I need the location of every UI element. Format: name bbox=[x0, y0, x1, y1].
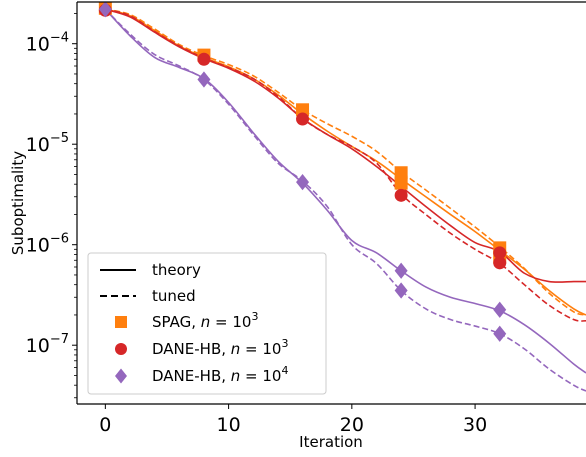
series-layer bbox=[104, 8, 586, 392]
marker-layer bbox=[98, 2, 507, 342]
circle-marker bbox=[296, 112, 310, 126]
y-axis-ticks: 10−7 10−6 10−5 10−4 bbox=[26, 13, 77, 399]
legend-label: DANE-HB, n = 103 bbox=[152, 337, 288, 358]
circle-marker bbox=[197, 52, 211, 66]
y-tick-label: 10−7 bbox=[26, 332, 69, 357]
y-tick-label: 10−6 bbox=[26, 232, 69, 257]
circle-marker bbox=[493, 246, 507, 260]
x-tick-label: 20 bbox=[340, 414, 364, 436]
diamond-marker bbox=[296, 173, 310, 191]
circle-marker bbox=[115, 343, 127, 355]
y-tick-label: 10−5 bbox=[26, 131, 69, 156]
x-tick-label: 10 bbox=[216, 414, 240, 436]
plot-area bbox=[98, 2, 586, 392]
circle-marker bbox=[394, 188, 408, 202]
theory-circle-series-line bbox=[105, 8, 586, 283]
legend-frame bbox=[87, 252, 327, 395]
legend-entry: SPAG, n = 103 bbox=[115, 310, 258, 331]
square-marker bbox=[394, 166, 408, 180]
legend-label: theory bbox=[152, 261, 201, 279]
y-axis-label: Suboptimality bbox=[9, 151, 27, 255]
diamond-marker bbox=[493, 325, 507, 342]
axes-frame bbox=[76, 1, 586, 405]
x-axis-label: Iteration bbox=[299, 433, 363, 451]
legend-entry: DANE-HB, n = 103 bbox=[115, 337, 288, 358]
square-marker bbox=[394, 176, 408, 190]
x-tick-label: 0 bbox=[99, 414, 111, 436]
legend: theory tuned SPAG, n = 103 DANE-HB, n = 103… bbox=[87, 252, 327, 395]
legend-entry: DANE-HB, n = 104 bbox=[115, 364, 288, 385]
legend-label: DANE-HB, n = 104 bbox=[152, 364, 288, 385]
x-tick-label: 30 bbox=[463, 414, 487, 436]
legend-entry: tuned bbox=[100, 287, 196, 305]
x-axis-ticks: 0 10 20 30 bbox=[99, 404, 487, 436]
tuned-circle-series-line bbox=[105, 8, 586, 322]
square-marker bbox=[115, 316, 127, 328]
legend-label: tuned bbox=[152, 287, 196, 305]
diamond-marker bbox=[197, 71, 211, 88]
y-tick-label: 10−4 bbox=[26, 31, 69, 56]
square-marker bbox=[296, 103, 310, 117]
diamond-marker bbox=[98, 2, 112, 18]
diamond-marker bbox=[394, 282, 408, 299]
tuned-square-series-line bbox=[105, 8, 586, 316]
tuned-diamond-series-line bbox=[104, 8, 586, 392]
diamond-marker bbox=[394, 262, 408, 279]
legend-entry: theory bbox=[100, 261, 201, 279]
legend-label: SPAG, n = 103 bbox=[152, 310, 258, 331]
diamond-marker bbox=[493, 301, 507, 318]
diamond-marker bbox=[115, 368, 127, 384]
circle-marker bbox=[493, 256, 507, 270]
